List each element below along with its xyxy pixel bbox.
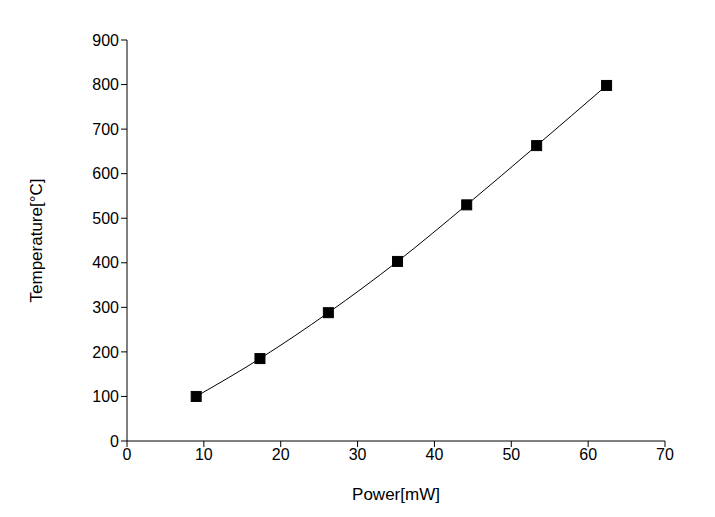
svg-text:500: 500 xyxy=(92,210,119,227)
svg-text:50: 50 xyxy=(502,446,520,463)
svg-text:Temperature[°C]: Temperature[°C] xyxy=(27,179,46,303)
svg-text:700: 700 xyxy=(92,121,119,138)
svg-text:900: 900 xyxy=(92,32,119,49)
svg-text:70: 70 xyxy=(656,446,674,463)
svg-text:800: 800 xyxy=(92,76,119,93)
svg-text:300: 300 xyxy=(92,299,119,316)
svg-text:30: 30 xyxy=(349,446,367,463)
svg-text:40: 40 xyxy=(426,446,444,463)
svg-text:20: 20 xyxy=(272,446,290,463)
svg-text:Power[mW]: Power[mW] xyxy=(352,485,440,504)
svg-text:60: 60 xyxy=(579,446,597,463)
svg-text:200: 200 xyxy=(92,344,119,361)
svg-text:100: 100 xyxy=(92,388,119,405)
svg-text:400: 400 xyxy=(92,254,119,271)
svg-text:10: 10 xyxy=(195,446,213,463)
svg-text:600: 600 xyxy=(92,165,119,182)
svg-text:0: 0 xyxy=(110,433,119,450)
svg-text:0: 0 xyxy=(123,446,132,463)
